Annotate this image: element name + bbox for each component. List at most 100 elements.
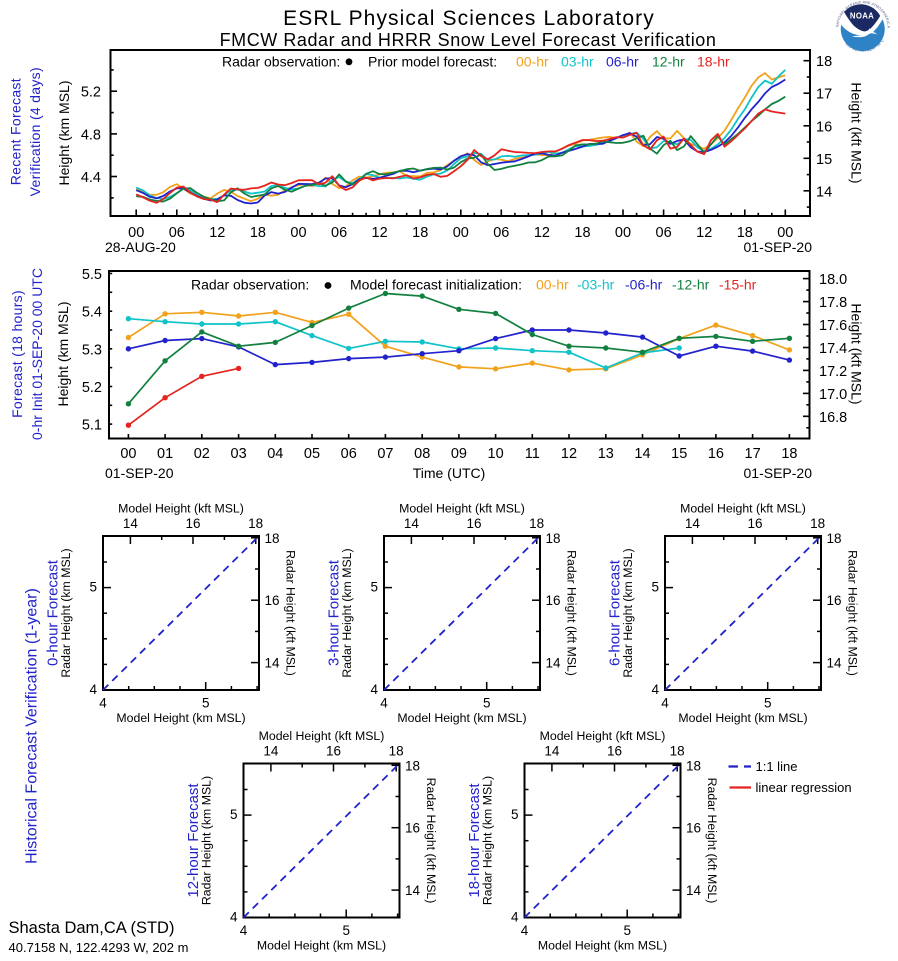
svg-text:14: 14 — [827, 656, 843, 671]
svg-text:15: 15 — [671, 446, 687, 462]
svg-text:17.8: 17.8 — [819, 295, 847, 311]
svg-text:12-hr: 12-hr — [652, 54, 685, 70]
svg-text:Radar Height (kft MSL): Radar Height (kft MSL) — [565, 550, 579, 676]
svg-text:18: 18 — [670, 744, 685, 759]
svg-text:Radar observation:: Radar observation: — [222, 54, 340, 70]
svg-text:18: 18 — [686, 758, 701, 773]
svg-text:04: 04 — [267, 446, 283, 462]
svg-text:4.8: 4.8 — [81, 127, 101, 143]
svg-text:Forecast (18 hours): Forecast (18 hours) — [9, 290, 25, 418]
svg-text:17.6: 17.6 — [819, 318, 847, 334]
svg-text:17: 17 — [816, 87, 832, 103]
svg-text:16: 16 — [326, 744, 341, 759]
svg-text:4: 4 — [651, 682, 659, 697]
svg-text:-03-hr: -03-hr — [577, 277, 615, 293]
svg-text:Model forecast initialization:: Model forecast initialization: — [350, 277, 522, 293]
svg-text:5: 5 — [764, 696, 772, 711]
svg-text:00: 00 — [615, 225, 631, 241]
svg-text:12: 12 — [209, 225, 225, 241]
svg-text:18-hour Forecast: 18-hour Forecast — [466, 783, 483, 898]
svg-text:18: 18 — [816, 54, 832, 70]
svg-text:Radar Height (kft MSL): Radar Height (kft MSL) — [424, 778, 438, 904]
svg-text:14: 14 — [685, 516, 701, 531]
svg-text:Shasta Dam,CA (STD): Shasta Dam,CA (STD) — [9, 919, 175, 937]
svg-text:5: 5 — [651, 580, 659, 595]
svg-text:18: 18 — [546, 531, 561, 546]
svg-text:-06-hr: -06-hr — [625, 277, 663, 293]
svg-text:14: 14 — [816, 184, 832, 200]
svg-text:16: 16 — [816, 119, 832, 135]
svg-text:1:1 line: 1:1 line — [756, 759, 798, 774]
svg-text:16: 16 — [466, 516, 481, 531]
svg-text:18: 18 — [265, 531, 280, 546]
svg-text:Radar Height (kft MSL): Radar Height (kft MSL) — [705, 778, 719, 904]
svg-text:0-hour Forecast: 0-hour Forecast — [45, 559, 62, 666]
svg-text:16: 16 — [185, 516, 200, 531]
svg-text:14: 14 — [544, 744, 560, 759]
svg-text:01: 01 — [157, 446, 173, 462]
svg-text:Height (kft MSL): Height (kft MSL) — [849, 303, 865, 404]
svg-text:5.1: 5.1 — [82, 418, 102, 434]
svg-text:3-hour Forecast: 3-hour Forecast — [326, 559, 343, 666]
svg-text:00-hr: 00-hr — [536, 277, 569, 293]
svg-text:00: 00 — [777, 225, 793, 241]
svg-text:0-hr Init 01-SEP-20 00 UTC: 0-hr Init 01-SEP-20 00 UTC — [29, 268, 45, 440]
svg-text:17: 17 — [745, 446, 761, 462]
svg-text:18: 18 — [574, 225, 590, 241]
svg-text:Model Height (km MSL): Model Height (km MSL) — [678, 711, 807, 725]
svg-text:4.4: 4.4 — [81, 170, 101, 186]
svg-text:5: 5 — [370, 580, 378, 595]
svg-text:12: 12 — [372, 225, 388, 241]
svg-text:16: 16 — [747, 516, 762, 531]
svg-text:Historical Forecast Verificati: Historical Forecast Verification (1-year… — [24, 588, 41, 864]
svg-text:5.3: 5.3 — [82, 342, 102, 358]
svg-text:ESRL Physical Sciences Laborat: ESRL Physical Sciences Laboratory — [283, 7, 655, 30]
svg-text:14: 14 — [123, 516, 139, 531]
svg-text:Radar Height (km MSL): Radar Height (km MSL) — [200, 776, 214, 905]
svg-text:07: 07 — [377, 446, 393, 462]
svg-text:17.2: 17.2 — [819, 364, 847, 380]
svg-text:17.0: 17.0 — [819, 387, 847, 403]
svg-text:Model Height (km MSL): Model Height (km MSL) — [397, 711, 526, 725]
svg-text:06: 06 — [341, 446, 357, 462]
svg-text:14: 14 — [405, 883, 421, 898]
svg-text:5: 5 — [342, 923, 350, 938]
svg-text:09: 09 — [451, 446, 467, 462]
svg-text:06: 06 — [493, 225, 509, 241]
svg-text:Height (km MSL): Height (km MSL) — [56, 80, 72, 185]
svg-text:5: 5 — [230, 807, 238, 822]
svg-text:16.8: 16.8 — [819, 410, 847, 426]
svg-text:5.5: 5.5 — [82, 267, 102, 283]
svg-text:Model Height (kft MSL): Model Height (kft MSL) — [118, 502, 244, 516]
svg-text:4: 4 — [511, 910, 519, 925]
svg-text:12: 12 — [534, 225, 550, 241]
svg-text:18: 18 — [810, 516, 825, 531]
svg-text:01-SEP-20: 01-SEP-20 — [744, 465, 813, 481]
svg-text:Model Height (km MSL): Model Height (km MSL) — [257, 938, 386, 952]
svg-text:00: 00 — [453, 225, 469, 241]
svg-text:4: 4 — [240, 923, 248, 938]
svg-text:15: 15 — [816, 152, 832, 168]
svg-text:4: 4 — [661, 696, 669, 711]
svg-text:18: 18 — [250, 225, 266, 241]
svg-text:18.0: 18.0 — [819, 272, 847, 288]
svg-text:Radar Height (kft MSL): Radar Height (kft MSL) — [284, 550, 298, 676]
svg-text:4: 4 — [230, 910, 238, 925]
svg-text:4: 4 — [99, 696, 107, 711]
svg-text:5.2: 5.2 — [82, 380, 102, 396]
svg-text:14: 14 — [263, 744, 279, 759]
svg-text:Radar Height (kft MSL): Radar Height (kft MSL) — [846, 550, 860, 676]
svg-text:-15-hr: -15-hr — [719, 277, 757, 293]
svg-text:12: 12 — [696, 225, 712, 241]
svg-text:Radar Height (km MSL): Radar Height (km MSL) — [481, 776, 495, 905]
svg-text:14: 14 — [404, 516, 420, 531]
svg-text:01-SEP-20: 01-SEP-20 — [105, 465, 174, 481]
svg-text:5: 5 — [89, 580, 97, 595]
svg-text:Time (UTC): Time (UTC) — [413, 465, 486, 481]
svg-text:5.4: 5.4 — [82, 305, 102, 321]
svg-text:00: 00 — [128, 225, 144, 241]
svg-text:02: 02 — [194, 446, 210, 462]
svg-text:00-hr: 00-hr — [516, 54, 549, 70]
svg-text:5.2: 5.2 — [81, 85, 101, 101]
svg-text:06-hr: 06-hr — [606, 54, 639, 70]
